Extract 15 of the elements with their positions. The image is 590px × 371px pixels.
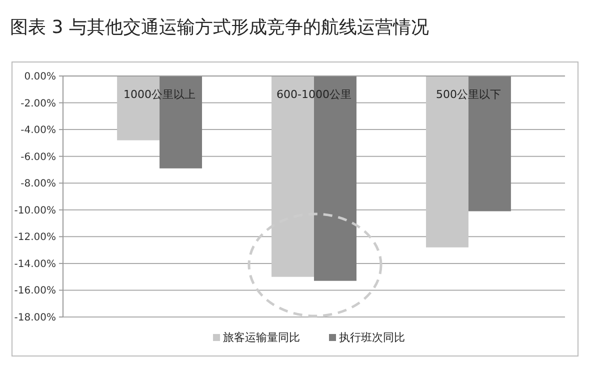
x-tick-label: 1000公里以上 [124, 88, 196, 101]
x-tick-label: 600-1000公里 [276, 88, 352, 101]
y-tick-label: -8.00% [20, 178, 56, 190]
y-tick-label: 0.00% [24, 72, 56, 82]
y-tick-label: -2.00% [20, 98, 56, 110]
y-tick-label: -18.00% [14, 312, 56, 324]
y-tick-label: -14.00% [14, 258, 56, 270]
y-tick-label: -4.00% [20, 125, 56, 136]
y-tick-label: -10.00% [14, 205, 56, 216]
y-tick-label: -16.00% [14, 286, 56, 297]
chart-title: 图表 3 与其他交通运输方式形成竞争的航线运营情况 [10, 17, 429, 38]
y-tick-label: -6.00% [20, 152, 56, 163]
legend-label: 执行班次同比 [339, 331, 405, 344]
y-tick-label: -12.00% [14, 232, 56, 244]
legend-label: 旅客运输量同比 [223, 331, 300, 344]
